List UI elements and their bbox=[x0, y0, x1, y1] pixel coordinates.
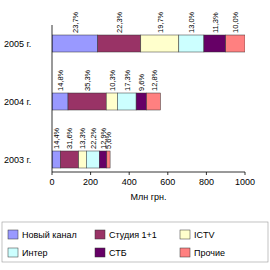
legend-label: Новый канал bbox=[22, 230, 77, 240]
data-label: 13,0% bbox=[187, 11, 196, 33]
legend-swatch bbox=[8, 248, 18, 257]
bar-segment bbox=[179, 35, 204, 52]
bar-segment bbox=[107, 151, 110, 168]
bar-segment bbox=[60, 151, 78, 168]
bar-segment bbox=[141, 35, 179, 52]
category-label: 2004 г. bbox=[4, 97, 31, 107]
legend-swatch bbox=[180, 230, 190, 239]
legend-swatch bbox=[95, 248, 105, 257]
x-tick bbox=[90, 172, 91, 175]
data-label: 9,6% bbox=[137, 74, 146, 91]
data-label: 14,8% bbox=[56, 69, 65, 91]
x-tick bbox=[245, 172, 246, 175]
data-label: 23,7% bbox=[71, 11, 80, 33]
data-label: 22,3% bbox=[115, 11, 124, 33]
category-label: 2005 г. bbox=[4, 39, 31, 49]
data-label: 31,6% bbox=[65, 127, 74, 149]
data-label: 22,2% bbox=[89, 127, 98, 149]
bar-segment bbox=[86, 151, 99, 168]
legend: Новый канал Студия 1+1 ICTV Интер СТБ Прочие bbox=[2, 222, 268, 262]
data-label: 35,3% bbox=[83, 69, 92, 91]
legend-label: Прочие bbox=[194, 248, 225, 258]
bar-segment bbox=[52, 93, 68, 110]
x-tick bbox=[206, 172, 207, 175]
legend-label: Интер bbox=[22, 248, 47, 258]
x-tick-label: 1000 bbox=[235, 177, 255, 187]
bars bbox=[52, 35, 245, 168]
x-axis bbox=[52, 172, 245, 173]
legend-label: Студия 1+1 bbox=[109, 230, 157, 240]
bar-segment bbox=[204, 35, 226, 52]
bar-segment bbox=[68, 93, 106, 110]
bar-segment bbox=[136, 93, 146, 110]
x-tick bbox=[167, 172, 168, 175]
category-label: 2003 г. bbox=[4, 155, 31, 165]
bar-segment bbox=[79, 151, 87, 168]
bar-segment bbox=[117, 93, 136, 110]
bar-segment bbox=[52, 35, 98, 52]
bar-segment bbox=[99, 151, 107, 168]
y-axis bbox=[52, 25, 53, 172]
legend-swatch bbox=[8, 230, 18, 239]
data-label: 11,3% bbox=[211, 12, 220, 33]
x-tick-label: 200 bbox=[83, 177, 98, 187]
legend-swatch bbox=[180, 248, 190, 257]
data-label: 13,3% bbox=[78, 127, 87, 149]
bar-segment bbox=[147, 93, 161, 110]
x-tick bbox=[129, 172, 130, 175]
data-labels: 23,7% 22,3% 19,7% 13,0% 11,3% 10,0% 14,8% 35,3%… bbox=[52, 11, 240, 149]
x-tick-label: 800 bbox=[199, 177, 214, 187]
data-label: 10,0% bbox=[231, 11, 240, 33]
data-label: 19,7% bbox=[156, 11, 165, 33]
legend-frame bbox=[2, 222, 268, 262]
bar-segment bbox=[52, 151, 60, 168]
x-tick-label: 400 bbox=[122, 177, 137, 187]
legend-swatch bbox=[95, 230, 105, 239]
legend-label: ICTV bbox=[194, 230, 215, 240]
bar-segment bbox=[106, 93, 117, 110]
data-label: 5,6% bbox=[104, 132, 113, 149]
data-label: 10,3% bbox=[108, 69, 117, 91]
x-axis-label: Млн грн. bbox=[131, 192, 167, 202]
bar-segment bbox=[98, 35, 141, 52]
bar-segment bbox=[226, 35, 245, 52]
chart: 23,7% 22,3% 19,7% 13,0% 11,3% 10,0% 14,8% 35,3%… bbox=[0, 0, 270, 270]
data-label: 14,4% bbox=[52, 127, 61, 149]
legend-label: СТБ bbox=[109, 248, 127, 258]
x-tick-label: 0 bbox=[49, 177, 54, 187]
x-tick bbox=[52, 172, 53, 175]
data-label: 17,3% bbox=[123, 69, 132, 91]
x-tick-label: 600 bbox=[160, 177, 175, 187]
data-label: 12,8% bbox=[150, 69, 159, 91]
